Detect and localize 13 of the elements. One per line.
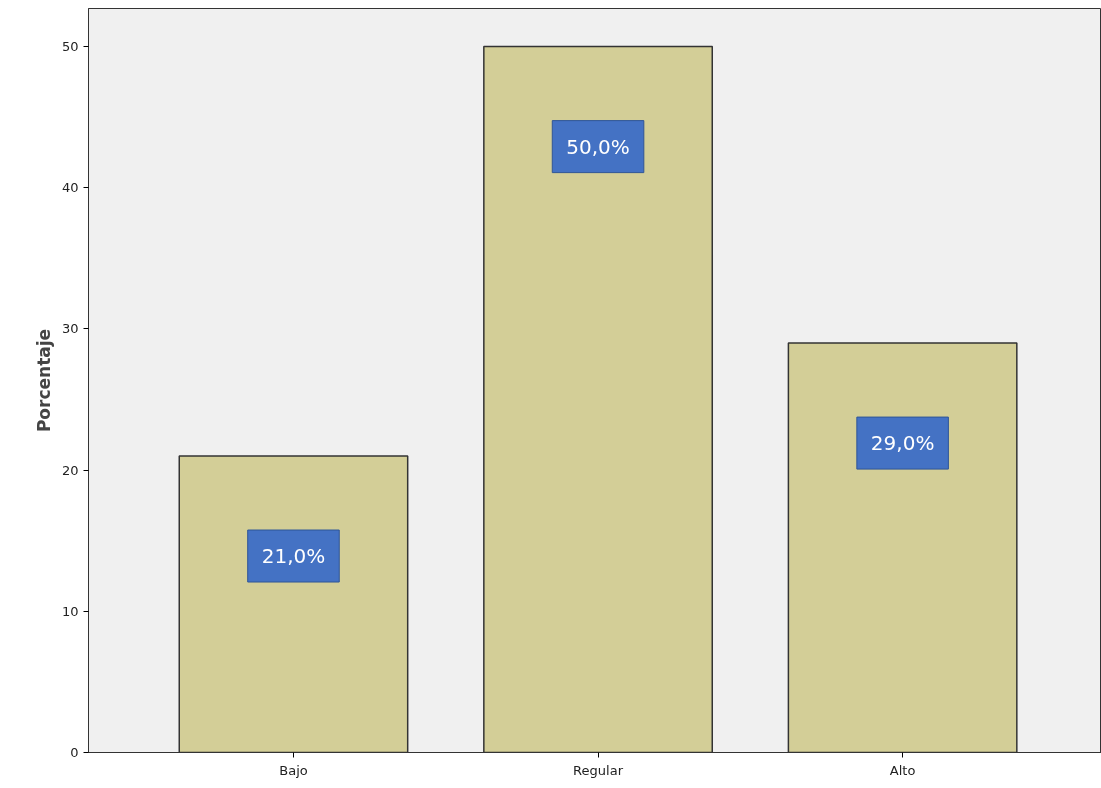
x-tick-label: Alto bbox=[889, 762, 916, 778]
data-label: 21,0% bbox=[261, 544, 326, 569]
y-axis-title: Porcentaje bbox=[33, 328, 54, 433]
y-tick-label: 30 bbox=[61, 321, 79, 337]
y-tick-label: 40 bbox=[61, 180, 79, 196]
data-label: 50,0% bbox=[566, 134, 630, 159]
y-tick-label: 50 bbox=[61, 39, 79, 55]
x-tick-label: Regular bbox=[573, 762, 624, 778]
y-tick-label: 0 bbox=[70, 745, 79, 760]
data-label: 29,0% bbox=[870, 431, 935, 456]
x-tick-label: Bajo bbox=[279, 762, 308, 778]
y-tick-label: 20 bbox=[61, 462, 79, 478]
y-tick-label: 10 bbox=[61, 603, 79, 619]
